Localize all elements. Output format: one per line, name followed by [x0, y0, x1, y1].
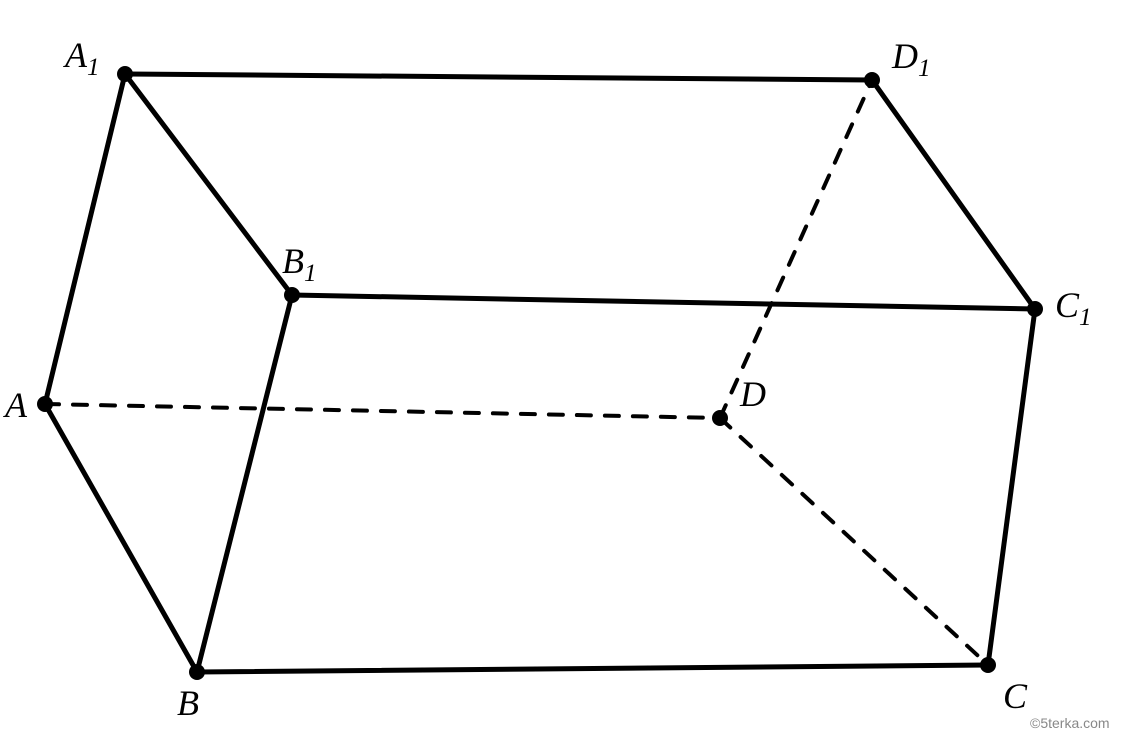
geometry-diagram — [0, 0, 1121, 735]
edge-B1-C1 — [292, 295, 1035, 309]
vertex-C1 — [1027, 301, 1043, 317]
watermark-text: ©5terka.com — [1030, 715, 1110, 731]
vertex-label-base: A — [65, 35, 87, 75]
vertex-label-base: D — [892, 36, 918, 76]
vertex-label-D: D — [740, 373, 766, 415]
edge-A-B — [45, 404, 197, 672]
vertex-label-sub: 1 — [918, 55, 931, 82]
vertex-label-C1: C1 — [1055, 284, 1092, 332]
edge-D1-C1 — [872, 80, 1035, 309]
edge-A1-D1 — [125, 74, 872, 80]
vertex-D — [712, 410, 728, 426]
vertex-label-base: B — [177, 683, 199, 723]
edge-A1-A — [45, 74, 125, 404]
edge-B-C — [197, 665, 988, 672]
vertex-label-base: C — [1055, 285, 1079, 325]
vertex-C — [980, 657, 996, 673]
vertex-label-base: D — [740, 374, 766, 414]
vertex-label-base: C — [1003, 676, 1027, 716]
vertex-label-D1: D1 — [892, 35, 931, 83]
vertex-B1 — [284, 287, 300, 303]
vertex-A — [37, 396, 53, 412]
edge-A-D — [45, 404, 720, 418]
edge-B1-B — [197, 295, 292, 672]
vertex-label-base: B — [282, 241, 304, 281]
vertex-D1 — [864, 72, 880, 88]
vertex-label-sub: 1 — [1079, 304, 1092, 331]
vertex-label-A: A — [5, 384, 27, 426]
edge-A1-B1 — [125, 74, 292, 295]
vertex-A1 — [117, 66, 133, 82]
edge-D-D1 — [720, 80, 872, 418]
edge-D-C — [720, 418, 988, 665]
vertex-label-A1: A1 — [65, 34, 100, 82]
edge-C1-C — [988, 309, 1035, 665]
vertex-label-base: A — [5, 385, 27, 425]
vertex-label-sub: 1 — [304, 260, 317, 287]
vertex-label-B1: B1 — [282, 240, 317, 288]
vertex-label-C: C — [1003, 675, 1027, 717]
vertex-label-sub: 1 — [87, 54, 100, 81]
vertex-B — [189, 664, 205, 680]
vertex-label-B: B — [177, 682, 199, 724]
